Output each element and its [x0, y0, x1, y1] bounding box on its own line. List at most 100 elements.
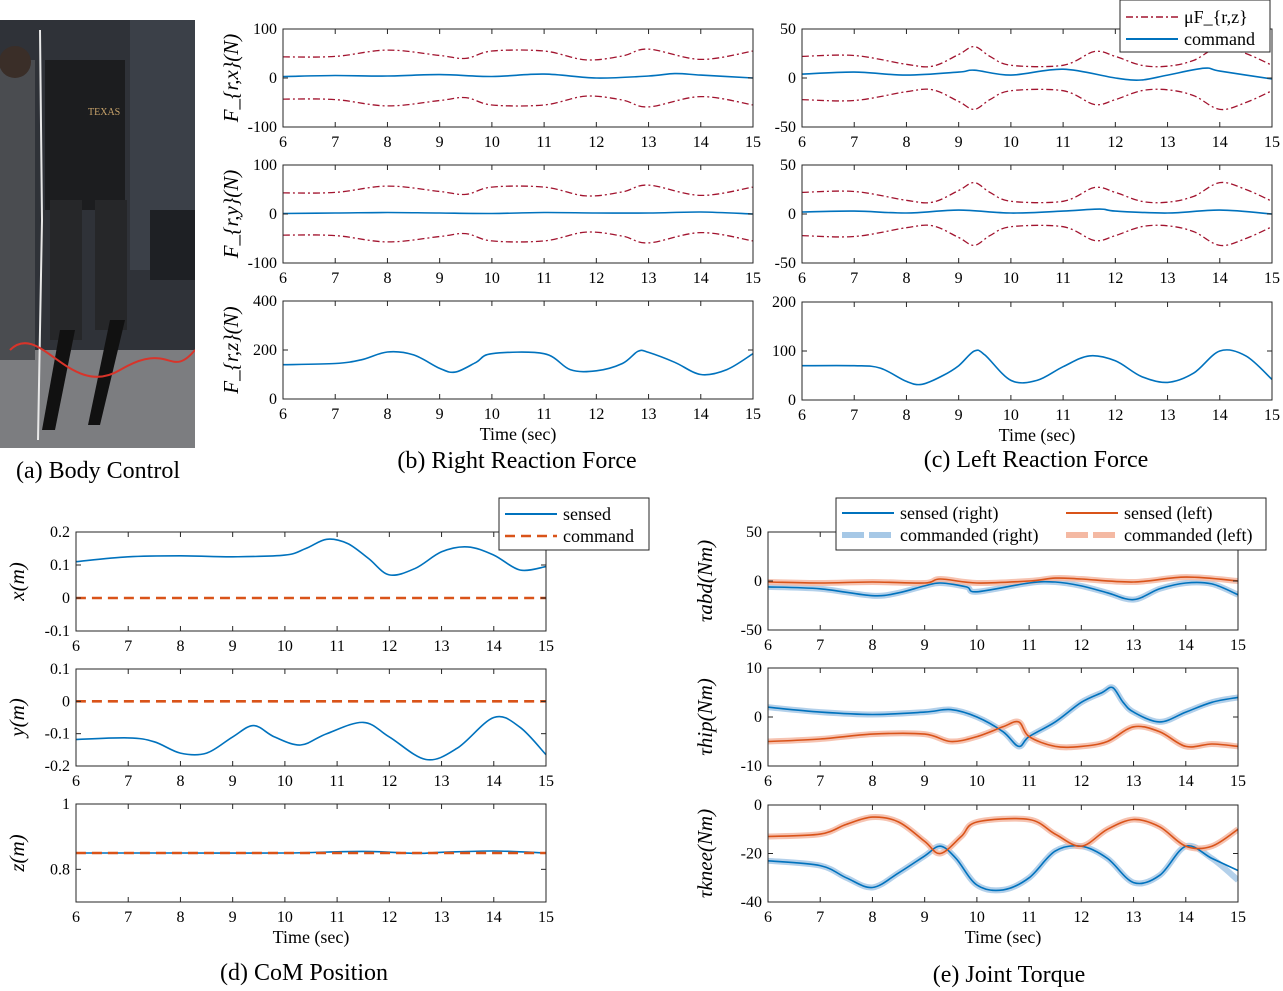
series-line-sensed — [76, 715, 546, 761]
y-tick-label: -10 — [741, 758, 762, 775]
x-tick-label: 7 — [850, 134, 858, 151]
x-tick-label: 12 — [381, 638, 397, 655]
x-tick-label: 15 — [1264, 407, 1280, 424]
x-tick-label: 14 — [693, 270, 709, 287]
x-tick-label: 9 — [436, 406, 444, 423]
x-tick-label: 10 — [277, 773, 293, 790]
x-tick-label: 9 — [921, 773, 929, 790]
x-tick-label: 13 — [641, 134, 657, 151]
x-tick-label: 6 — [798, 134, 806, 151]
legend-label: commanded (left) — [1124, 525, 1252, 546]
x-tick-label: 9 — [955, 134, 963, 151]
series-line--f-r-z- — [802, 45, 1272, 68]
y-tick-label: -0.1 — [45, 623, 70, 640]
x-tick-label: 7 — [124, 638, 132, 655]
x-tick-label: 8 — [902, 134, 910, 151]
y-tick-label: 0 — [62, 590, 70, 607]
x-tick-label: 15 — [538, 909, 554, 926]
y-tick-label: -50 — [775, 119, 796, 136]
x-tick-label: 15 — [1230, 773, 1246, 790]
x-tick-label: 11 — [1055, 134, 1070, 151]
y-axis-label: F_{r,z}(N) — [219, 306, 243, 394]
y-tick-label: 0 — [62, 693, 70, 710]
x-tick-label: 10 — [969, 909, 985, 926]
x-axis-label: Time (sec) — [965, 927, 1042, 948]
x-tick-label: 11 — [1021, 637, 1036, 654]
plot-area — [768, 668, 1238, 766]
series-line-command — [283, 211, 753, 215]
series-line-sensed-left- — [768, 816, 1238, 855]
x-tick-label: 8 — [176, 773, 184, 790]
x-tick-label: 9 — [436, 270, 444, 287]
y-tick-label: 50 — [780, 21, 796, 38]
x-tick-label: 15 — [1230, 909, 1246, 926]
y-tick-label: 0.1 — [50, 557, 70, 574]
x-tick-label: 12 — [588, 270, 604, 287]
x-tick-label: 12 — [1073, 773, 1089, 790]
y-tick-label: 0 — [269, 70, 277, 87]
x-axis-label: Time (sec) — [480, 424, 557, 445]
x-tick-label: 7 — [816, 637, 824, 654]
legend-frame — [835, 497, 1267, 551]
x-tick-label: 13 — [434, 773, 450, 790]
x-tick-label: 14 — [1178, 773, 1194, 790]
chart-d_y: 6 7 8 9 10 11 12 13 14 15 -0.2 -0.1 0 0.1 y(m) — [5, 661, 554, 790]
caption-b: (b) Right Reaction Force — [397, 448, 637, 474]
axes-frame — [75, 668, 547, 767]
x-tick-label: 11 — [1021, 773, 1036, 790]
series-line-command — [802, 208, 1272, 215]
x-tick-label: 10 — [969, 773, 985, 790]
y-tick-label: 400 — [253, 293, 277, 310]
x-tick-label: 12 — [1107, 270, 1123, 287]
y-tick-label: 0 — [754, 709, 762, 726]
x-tick-label: 14 — [486, 638, 502, 655]
x-tick-label: 10 — [1003, 270, 1019, 287]
chart-b_fy: 6 7 8 9 10 11 12 13 14 15 -100 0 100 F_{r,y}(N) — [219, 157, 761, 287]
x-tick-label: 9 — [229, 773, 237, 790]
series-line-command — [802, 349, 1272, 386]
y-axis-label: F_{r,y}(N) — [219, 170, 243, 260]
x-tick-label: 6 — [279, 406, 287, 423]
chart-e_hip: 6 7 8 9 10 11 12 13 14 15 -10 0 10 τhip(Nm) — [693, 660, 1246, 790]
x-tick-label: 10 — [1003, 407, 1019, 424]
x-tick-label: 7 — [850, 407, 858, 424]
legend-label: command — [563, 526, 634, 546]
x-tick-label: 8 — [176, 638, 184, 655]
y-tick-label: 0 — [754, 573, 762, 590]
legend-label: μF_{r,z} — [1184, 7, 1248, 27]
x-tick-label: 13 — [1126, 909, 1142, 926]
series-line-sensed-left- — [768, 576, 1238, 584]
x-tick-label: 15 — [538, 638, 554, 655]
y-axis-label: x(m) — [5, 562, 29, 601]
x-tick-label: 12 — [1073, 909, 1089, 926]
x-tick-label: 6 — [279, 134, 287, 151]
x-tick-label: 11 — [536, 270, 551, 287]
y-tick-label: 0.1 — [50, 661, 70, 678]
y-tick-label: 50 — [780, 157, 796, 174]
x-tick-label: 9 — [955, 270, 963, 287]
x-tick-label: 11 — [1055, 407, 1070, 424]
x-tick-label: 8 — [383, 270, 391, 287]
x-tick-label: 9 — [229, 638, 237, 655]
x-tick-label: 6 — [764, 909, 772, 926]
x-tick-label: 10 — [277, 909, 293, 926]
robot-photo: TEXAS — [0, 20, 195, 448]
series-line--f-r-z- — [283, 48, 753, 61]
x-tick-label: 12 — [588, 134, 604, 151]
x-tick-label: 9 — [436, 134, 444, 151]
x-tick-label: 11 — [1055, 270, 1070, 287]
x-tick-label: 13 — [434, 909, 450, 926]
y-tick-label: 100 — [772, 343, 796, 360]
x-tick-label: 14 — [693, 134, 709, 151]
y-tick-label: -100 — [248, 255, 277, 272]
series-line-sensed-right- — [768, 686, 1238, 748]
x-tick-label: 6 — [798, 407, 806, 424]
x-tick-label: 12 — [1107, 407, 1123, 424]
x-tick-label: 12 — [381, 909, 397, 926]
x-tick-label: 11 — [329, 773, 344, 790]
plot-area — [283, 301, 753, 399]
series-line-command — [283, 72, 753, 79]
plot-area — [802, 302, 1272, 400]
y-tick-label: -50 — [741, 622, 762, 639]
